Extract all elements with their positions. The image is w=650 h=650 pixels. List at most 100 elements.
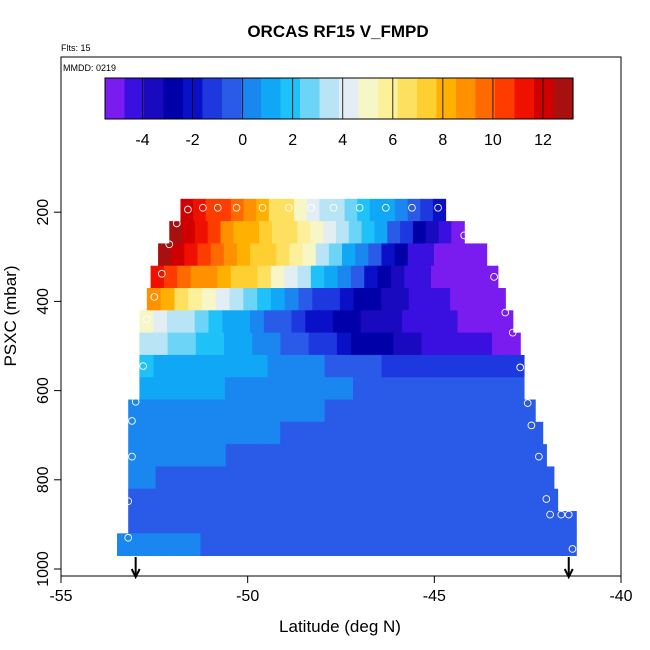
heatmap-cell	[222, 310, 237, 334]
heatmap-cell	[445, 421, 461, 445]
heatmap-cell	[490, 444, 506, 467]
heatmap-cell	[256, 533, 271, 557]
heatmap-cell	[243, 288, 258, 311]
heatmap-cell	[321, 421, 336, 445]
heatmap-cell	[534, 511, 549, 534]
data-point	[199, 203, 207, 212]
heatmap-cell	[224, 354, 240, 378]
heatmap-cell	[485, 310, 500, 334]
heatmap-cell	[528, 421, 544, 445]
heatmap-cell	[424, 377, 440, 400]
heatmap-cell	[448, 444, 464, 467]
heatmap-cell	[230, 198, 245, 222]
heatmap-cell	[335, 488, 351, 512]
heatmap-cell	[139, 332, 155, 356]
data-point	[329, 203, 338, 212]
colorbar-swatch	[436, 78, 457, 119]
heatmap-cell	[471, 466, 486, 490]
x-axis-label: Latitude (deg N)	[279, 617, 401, 636]
heatmap-cell	[183, 466, 198, 490]
data-point	[172, 219, 181, 228]
heatmap-cell	[270, 533, 285, 557]
heatmap-cell	[256, 198, 270, 222]
heatmap-cell	[466, 377, 482, 400]
heatmap-cell	[224, 466, 239, 490]
heatmap-cell	[305, 310, 320, 334]
heatmap-cell	[520, 511, 535, 534]
heatmap-cell	[306, 466, 322, 490]
heatmap-cell	[190, 265, 205, 289]
colorbar-swatch	[222, 78, 243, 119]
heatmap-cell	[390, 265, 405, 289]
heatmap-cell	[471, 265, 486, 289]
heatmap-cell	[543, 488, 559, 512]
heatmap-cell	[509, 377, 525, 400]
heatmap-cell	[158, 243, 172, 267]
heatmap-cell	[435, 332, 451, 356]
heatmap-cell	[405, 488, 420, 512]
heatmap-cell	[492, 533, 508, 557]
data-point	[165, 240, 174, 249]
colorbar-tick-label: -4	[135, 132, 149, 149]
heatmap-cell	[153, 377, 169, 400]
heatmap-cell	[350, 265, 365, 289]
heatmap-cell	[501, 421, 516, 445]
data-point	[128, 417, 136, 425]
heatmap-cell	[167, 310, 182, 334]
heatmap-cell	[298, 288, 313, 311]
heatmap-cell	[338, 511, 353, 534]
heatmap-cell	[332, 310, 348, 334]
heatmap-cell	[238, 488, 254, 512]
heatmap-cell	[171, 243, 185, 267]
heatmap-cell	[293, 421, 309, 445]
heatmap-cell	[495, 354, 511, 378]
heatmap-cell	[279, 466, 294, 490]
heatmap-cell	[363, 488, 379, 512]
heatmap-cell	[280, 488, 295, 512]
heatmap-cell	[271, 221, 286, 244]
data-point	[184, 205, 192, 214]
heatmap-cell	[419, 488, 434, 512]
heatmap-cell	[141, 466, 157, 490]
heatmap-cell	[240, 399, 256, 423]
heatmap-cell	[197, 421, 212, 445]
heatmap-cell	[409, 354, 425, 378]
heatmap-cell	[408, 399, 424, 423]
heatmap-cell	[389, 466, 404, 490]
data-point	[434, 203, 442, 212]
heatmap-cell	[265, 466, 280, 490]
heatmap-cell	[212, 511, 227, 534]
heatmap-cell	[390, 421, 406, 445]
heatmap-cell	[532, 444, 547, 467]
heatmap-cell	[297, 533, 313, 557]
heatmap-cell	[422, 288, 437, 311]
heatmap-cell	[142, 444, 157, 467]
heatmap-cell	[421, 332, 437, 356]
heatmap-cell	[268, 511, 283, 534]
heatmap-cell	[415, 310, 431, 334]
heatmap-cell	[281, 354, 297, 378]
heatmap-cell	[156, 511, 171, 534]
heatmap-cell	[498, 466, 514, 490]
heatmap-cell	[464, 399, 480, 423]
data-point	[128, 452, 136, 461]
heatmap-cell	[253, 377, 269, 400]
heatmap-cell	[457, 310, 472, 334]
heatmap-cell	[267, 354, 283, 378]
heatmap-cell	[361, 466, 376, 490]
x-tick-label: -40	[609, 588, 632, 605]
heatmap-cell	[263, 310, 279, 334]
heatmap-cell	[200, 533, 216, 557]
heatmap-cell	[117, 533, 132, 557]
heatmap-cell	[376, 421, 392, 445]
heatmap-cell	[407, 332, 423, 356]
data-point	[131, 397, 140, 406]
heatmap-cell	[357, 198, 371, 222]
heatmap-cell	[319, 310, 334, 334]
heatmap-cell	[534, 533, 549, 557]
heatmap-cell	[254, 511, 269, 534]
heatmap-cell	[394, 399, 410, 423]
colorbar-swatch	[280, 78, 301, 119]
data-point	[527, 421, 536, 430]
data-point	[408, 203, 416, 212]
